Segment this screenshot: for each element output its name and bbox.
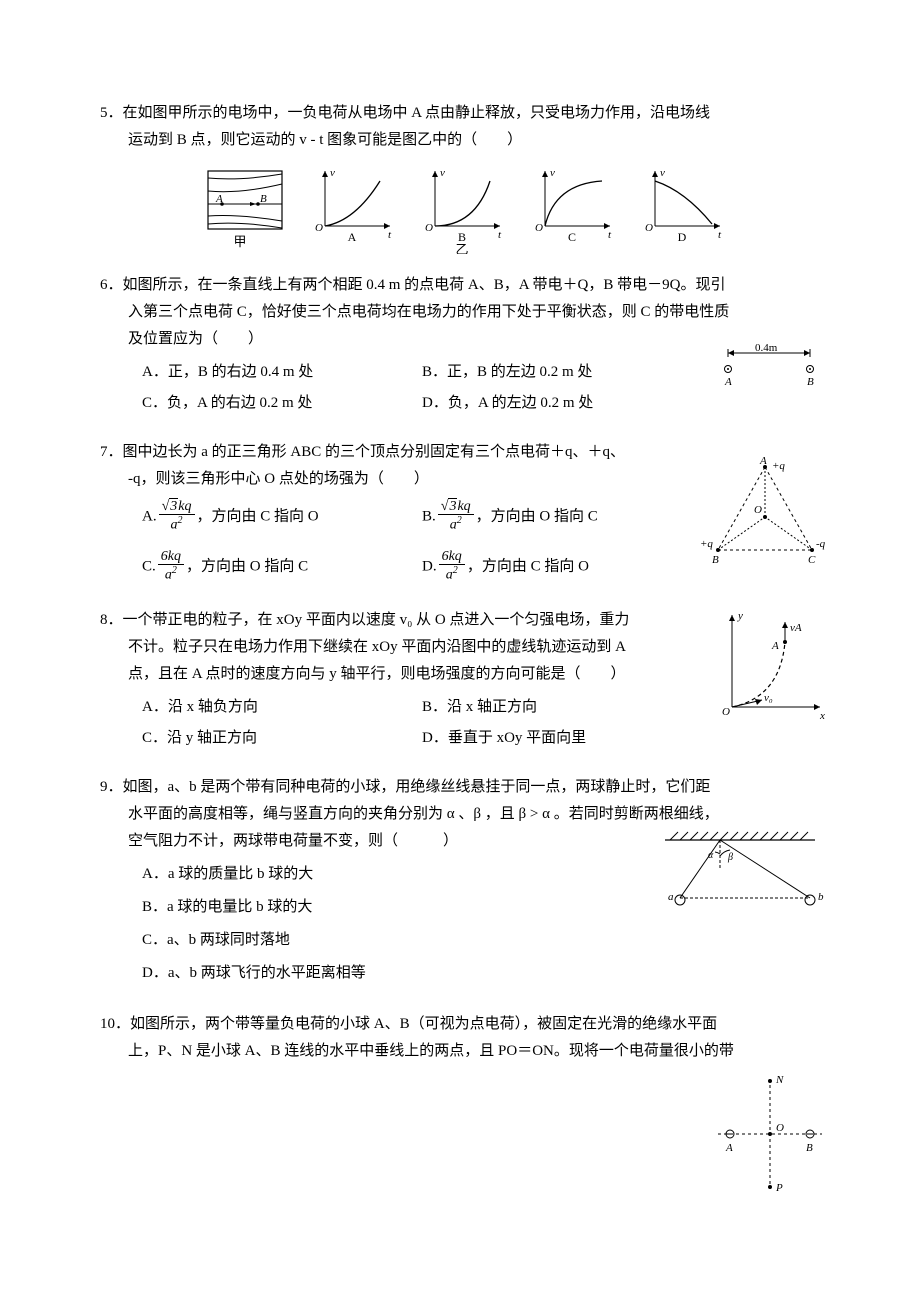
q9-opt-c: C．a、b 两球同时落地 bbox=[142, 927, 830, 954]
q6-fig: 0.4m A B bbox=[710, 343, 830, 391]
svg-text:A: A bbox=[724, 376, 732, 388]
svg-text:O: O bbox=[722, 706, 730, 718]
svg-text:D: D bbox=[678, 230, 687, 244]
q6-opt-a: A．正，B 的右边 0.4 m 处 bbox=[142, 359, 382, 386]
svg-text:B: B bbox=[712, 554, 719, 566]
q6-opt-c: C．负，A 的右边 0.2 m 处 bbox=[142, 390, 382, 417]
q7-fig: A +q B +q C -q O bbox=[700, 455, 830, 575]
q8-opt-a: A．沿 x 轴负方向 bbox=[142, 694, 382, 721]
svg-text:t: t bbox=[498, 229, 502, 241]
svg-text:A: A bbox=[771, 640, 779, 652]
svg-text:C: C bbox=[568, 230, 576, 244]
svg-text:t: t bbox=[608, 229, 612, 241]
q6-line1: 6．如图所示，在一条直线上有两个相距 0.4 m 的点电荷 A、B，A 带电＋Q… bbox=[100, 272, 830, 299]
svg-text:N: N bbox=[775, 1074, 784, 1086]
q5-num: 5． bbox=[100, 105, 123, 121]
svg-text:A: A bbox=[215, 193, 223, 205]
svg-text:P: P bbox=[775, 1182, 783, 1194]
q9-fig: α β a b bbox=[650, 828, 830, 918]
svg-text:b: b bbox=[818, 891, 824, 903]
q5-line1: 5．在如图甲所示的电场中，一负电荷从电场中 A 点由静止释放，只受电场力作用，沿… bbox=[100, 100, 830, 127]
q7-opt-c: C.6kqa2，方向由 O 指向 C bbox=[142, 549, 382, 585]
svg-text:甲: 甲 bbox=[233, 234, 246, 249]
svg-text:x: x bbox=[819, 710, 825, 722]
svg-text:v: v bbox=[550, 167, 555, 179]
q7-opt-b: B.3kqa2，方向由 O 指向 C bbox=[422, 499, 662, 535]
question-9: 9．如图，a、b 是两个带有同种电荷的小球，用绝缘丝线悬挂于同一点，两球静止时，… bbox=[100, 774, 830, 993]
svg-text:O: O bbox=[535, 222, 543, 234]
q7-opt-d: D.6kqa2，方向由 C 指向 O bbox=[422, 549, 662, 585]
svg-text:A: A bbox=[348, 230, 357, 244]
q5-fig-d: O t v D bbox=[640, 166, 730, 254]
q6-line2: 入第三个点电荷 C，恰好使三个点电荷均在电场力的作用下处于平衡状态，则 C 的带… bbox=[100, 299, 830, 326]
q9-line1: 9．如图，a、b 是两个带有同种电荷的小球，用绝缘丝线悬挂于同一点，两球静止时，… bbox=[100, 774, 830, 801]
svg-text:O: O bbox=[425, 222, 433, 234]
question-8: O x y A vA v₀ 8．一个带正电的粒子，在 xOy 平面内以速度 v₀… bbox=[100, 607, 830, 756]
svg-text:t: t bbox=[718, 229, 722, 241]
question-6: 6．如图所示，在一条直线上有两个相距 0.4 m 的点电荷 A、B，A 带电＋Q… bbox=[100, 272, 830, 421]
q6-opt-d: D．负，A 的左边 0.2 m 处 bbox=[422, 390, 662, 417]
svg-text:B: B bbox=[806, 1142, 813, 1154]
q5-fig-b: O t v B 乙 bbox=[420, 166, 510, 254]
svg-text:O: O bbox=[776, 1122, 784, 1134]
svg-text:v₀: v₀ bbox=[764, 692, 773, 704]
q5-fig-c: O t v C bbox=[530, 166, 620, 254]
q5-figures: A B 甲 O t v A O t v B 乙 bbox=[100, 166, 830, 254]
q5-fig-a: O t v A bbox=[310, 166, 400, 254]
q7-opt-a: A.3kqa2，方向由 C 指向 O bbox=[142, 499, 382, 535]
svg-text:y: y bbox=[737, 610, 743, 622]
svg-text:+q: +q bbox=[700, 538, 713, 550]
svg-text:+q: +q bbox=[772, 460, 785, 472]
svg-text:乙: 乙 bbox=[455, 242, 468, 254]
svg-text:v: v bbox=[440, 167, 445, 179]
svg-text:C: C bbox=[808, 554, 816, 566]
q6-opt-b: B．正，B 的左边 0.2 m 处 bbox=[422, 359, 662, 386]
svg-text:B: B bbox=[260, 193, 267, 205]
svg-text:O: O bbox=[645, 222, 653, 234]
svg-text:0.4m: 0.4m bbox=[755, 343, 778, 354]
svg-text:-q: -q bbox=[816, 538, 826, 550]
svg-text:vA: vA bbox=[790, 622, 802, 634]
q9-line2: 水平面的高度相等，绳与竖直方向的夹角分别为 α 、β ，且 β > α 。若同时… bbox=[100, 801, 830, 828]
svg-text:α: α bbox=[708, 850, 714, 861]
svg-text:B: B bbox=[807, 376, 814, 388]
q8-opt-c: C．沿 y 轴正方向 bbox=[142, 725, 382, 752]
q8-opt-b: B．沿 x 轴正方向 bbox=[422, 694, 662, 721]
question-10: 10．如图所示，两个带等量负电荷的小球 A、B（可视为点电荷），被固定在光滑的绝… bbox=[100, 1011, 830, 1199]
question-5: 5．在如图甲所示的电场中，一负电荷从电场中 A 点由静止释放，只受电场力作用，沿… bbox=[100, 100, 830, 254]
q5-fig-jia: A B 甲 bbox=[200, 166, 290, 254]
svg-text:A: A bbox=[759, 455, 767, 467]
q10-line1: 10．如图所示，两个带等量负电荷的小球 A、B（可视为点电荷），被固定在光滑的绝… bbox=[100, 1011, 830, 1038]
q5-line2: 运动到 B 点，则它运动的 v - t 图象可能是图乙中的（ ） bbox=[100, 127, 830, 154]
question-7: A +q B +q C -q O 7．图中边长为 a 的正三角形 ABC 的三个… bbox=[100, 439, 830, 589]
q10-line2: 上，P、N 是小球 A、B 连线的水平中垂线上的两点，且 PO＝ON。现将一个电… bbox=[100, 1038, 830, 1065]
svg-text:A: A bbox=[725, 1142, 733, 1154]
q8-fig: O x y A vA v₀ bbox=[720, 607, 830, 727]
q10-fig: N O P A B bbox=[710, 1069, 830, 1199]
q8-opt-d: D．垂直于 xOy 平面向里 bbox=[422, 725, 662, 752]
svg-text:v: v bbox=[660, 167, 665, 179]
svg-text:a: a bbox=[668, 891, 674, 903]
svg-text:t: t bbox=[388, 229, 392, 241]
q9-opt-d: D．a、b 两球飞行的水平距离相等 bbox=[142, 960, 830, 987]
svg-text:β: β bbox=[727, 852, 733, 863]
svg-text:v: v bbox=[330, 167, 335, 179]
svg-text:O: O bbox=[754, 504, 762, 516]
svg-text:O: O bbox=[315, 222, 323, 234]
